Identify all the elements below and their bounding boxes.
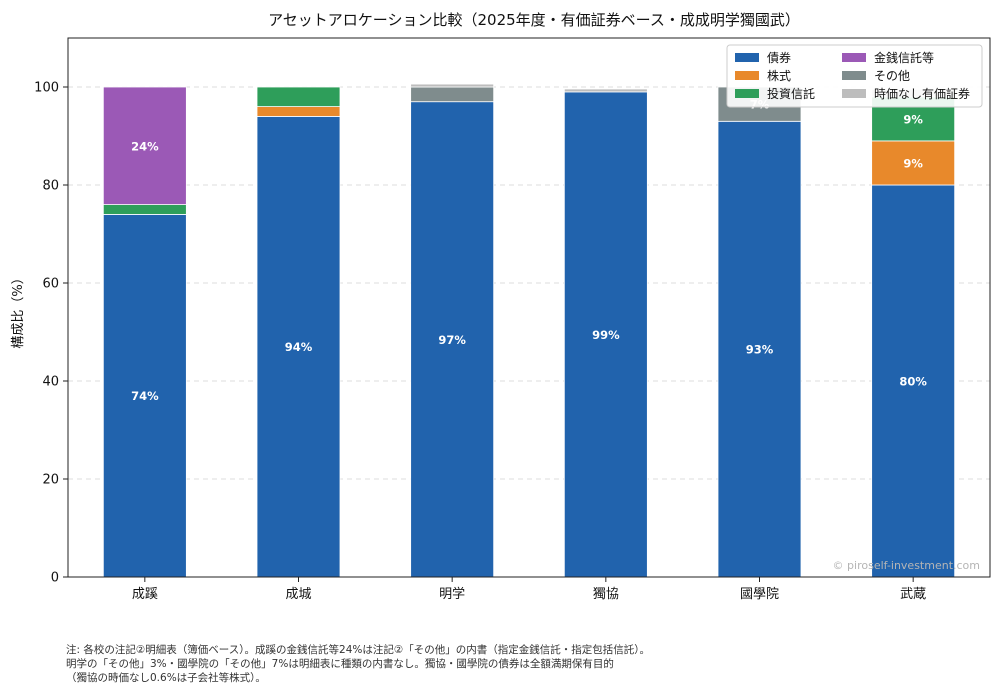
data-label: 99% [592,328,620,342]
bars: 74%24%94%97%99%93%7%80%9%9% [102,83,956,578]
x-tick-label: 國學院 [740,587,779,602]
data-label: 94% [285,340,313,354]
x-tick-label: 明学 [439,586,465,602]
data-label: 97% [438,333,466,347]
bar-segment [563,91,648,578]
legend-label: 債券 [767,50,791,65]
x-tick-label: 成蹊 [132,587,158,602]
footnote-line-1: 注: 各校の注記②明細表（簿価ベース）。成蹊の金銭信託等24%は注記②「その他」… [66,644,651,656]
bar-segment [256,106,341,117]
bar-segment [871,140,956,186]
legend-swatch [735,53,759,62]
bar-segment [102,204,187,215]
data-label: 9% [903,156,923,170]
x-tick-label: 成城 [285,587,311,602]
plot-frame [67,37,991,578]
data-label: 9% [903,112,923,126]
bar-segment [256,86,341,108]
y-tick-label: 60 [42,277,59,292]
legend-label: 株式 [767,68,791,83]
legend-swatch [842,89,866,98]
chart-title: アセットアロケーション比較（2025年度・有価証券ベース・成成明学獨國武） [268,11,800,29]
y-tick-label: 0 [51,571,59,586]
bar-segment [410,83,495,88]
y-tick-label: 100 [34,81,59,96]
y-axis-label: 構成比（%） [11,271,26,348]
bar-segment [871,184,956,578]
legend-swatch [842,71,866,80]
bar-segment [102,86,187,205]
footnote-line-2: 明学の「その他」3%・國學院の「その他」7%は明細表に種類の内書なし。獨協・國學… [66,658,614,670]
data-label: 74% [131,389,159,403]
legend-label: 金銭信託等 [874,50,934,65]
legend-label: その他 [874,69,910,83]
data-label: 93% [746,343,774,357]
grid-lines [68,86,990,480]
watermark: © piroself-investment.com [833,559,980,572]
footnote-line-3: （獨協の時価なし0.6%は子会社等株式）。 [66,672,266,684]
y-tick-label: 40 [42,375,59,390]
x-tick-label: 獨協 [593,587,619,602]
legend-label: 投資信託 [767,86,815,101]
y-tick-label: 80 [42,179,59,194]
bar-segment [563,88,648,93]
legend-label: 時価なし有価証券 [874,86,970,101]
chart: アセットアロケーション比較（2025年度・有価証券ベース・成成明学獨國武） 構成… [11,11,991,602]
data-label: 80% [899,375,927,389]
legend-swatch [842,53,866,62]
bar-segment [410,86,495,103]
x-tick-label: 武蔵 [900,587,926,602]
y-tick-label: 20 [42,473,59,488]
legend-swatch [735,89,759,98]
legend-swatch [735,71,759,80]
data-label: 24% [131,139,159,153]
bar-segment [102,213,187,578]
axes: 0 20 40 60 80 100 成蹊 成城 明学 獨協 國學院 武蔵 [34,37,991,602]
bar-segment [256,116,341,578]
